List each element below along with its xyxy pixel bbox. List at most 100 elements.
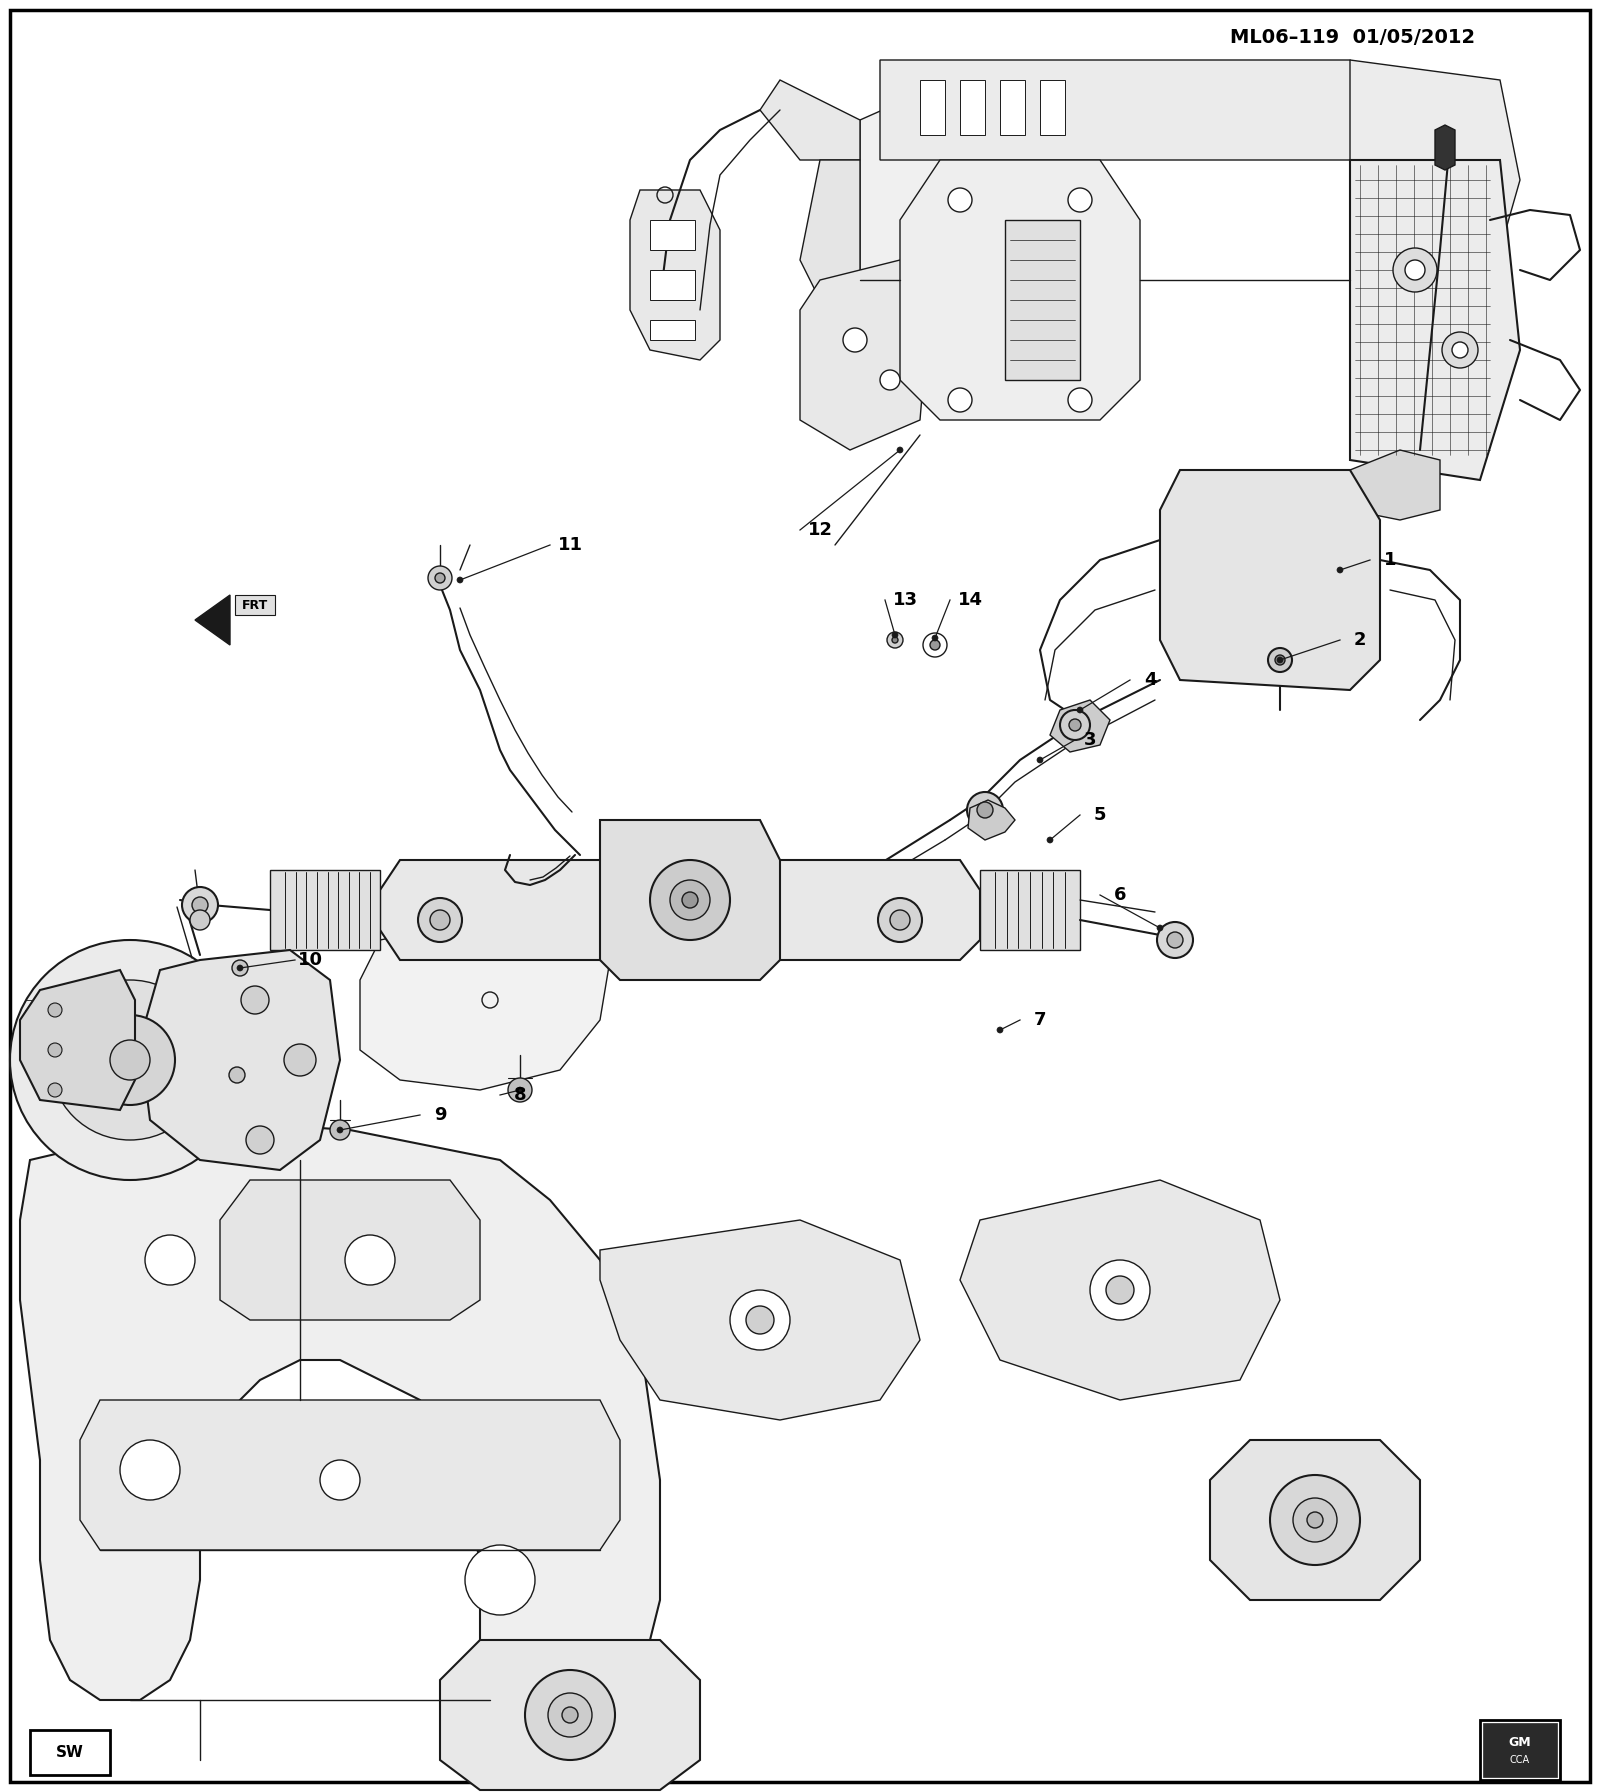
Text: ML06–119  01/05/2012: ML06–119 01/05/2012 bbox=[1230, 29, 1475, 47]
Circle shape bbox=[1442, 332, 1478, 367]
Polygon shape bbox=[968, 799, 1014, 840]
Text: 13: 13 bbox=[893, 591, 917, 609]
Circle shape bbox=[966, 792, 1003, 828]
Circle shape bbox=[1453, 342, 1469, 358]
Circle shape bbox=[878, 898, 922, 943]
Circle shape bbox=[430, 910, 450, 930]
Circle shape bbox=[110, 1039, 150, 1081]
Circle shape bbox=[947, 389, 973, 412]
Text: 7: 7 bbox=[1034, 1011, 1046, 1029]
Circle shape bbox=[48, 1004, 62, 1018]
Circle shape bbox=[458, 577, 462, 582]
Polygon shape bbox=[1350, 450, 1440, 520]
Circle shape bbox=[242, 986, 269, 1014]
Polygon shape bbox=[360, 919, 610, 1090]
Circle shape bbox=[1090, 1260, 1150, 1321]
Polygon shape bbox=[1350, 159, 1520, 480]
Text: 8: 8 bbox=[514, 1086, 526, 1104]
Circle shape bbox=[10, 941, 250, 1179]
Circle shape bbox=[1077, 708, 1083, 713]
Circle shape bbox=[886, 633, 902, 649]
Circle shape bbox=[229, 1066, 245, 1082]
Circle shape bbox=[50, 980, 210, 1140]
Circle shape bbox=[893, 633, 898, 638]
Circle shape bbox=[1275, 656, 1285, 665]
Polygon shape bbox=[195, 595, 230, 645]
Circle shape bbox=[232, 961, 248, 977]
Circle shape bbox=[1069, 719, 1082, 731]
Circle shape bbox=[893, 636, 898, 643]
Circle shape bbox=[746, 1306, 774, 1333]
Bar bbox=[650, 220, 694, 251]
Circle shape bbox=[1277, 658, 1283, 663]
Circle shape bbox=[330, 1120, 350, 1140]
Circle shape bbox=[1405, 260, 1426, 280]
Polygon shape bbox=[899, 159, 1139, 419]
Circle shape bbox=[1037, 756, 1043, 763]
Circle shape bbox=[182, 887, 218, 923]
Polygon shape bbox=[1435, 125, 1454, 170]
Circle shape bbox=[192, 898, 208, 912]
Text: 6: 6 bbox=[1114, 885, 1126, 903]
Circle shape bbox=[547, 1693, 592, 1736]
Circle shape bbox=[1069, 188, 1091, 211]
Polygon shape bbox=[80, 1400, 621, 1550]
Circle shape bbox=[146, 1235, 195, 1285]
Circle shape bbox=[650, 860, 730, 941]
Polygon shape bbox=[141, 950, 341, 1170]
Circle shape bbox=[85, 1014, 174, 1106]
Circle shape bbox=[1270, 1475, 1360, 1564]
Circle shape bbox=[1157, 923, 1194, 959]
Text: 1: 1 bbox=[1384, 550, 1397, 570]
Circle shape bbox=[930, 640, 941, 650]
Polygon shape bbox=[21, 1120, 661, 1751]
Polygon shape bbox=[960, 1179, 1280, 1400]
Text: 9: 9 bbox=[434, 1106, 446, 1124]
Circle shape bbox=[429, 566, 453, 590]
Bar bbox=[1480, 1720, 1560, 1779]
Circle shape bbox=[1059, 710, 1090, 740]
Text: 12: 12 bbox=[808, 521, 832, 539]
Circle shape bbox=[246, 1125, 274, 1154]
Circle shape bbox=[978, 803, 994, 817]
Bar bbox=[960, 81, 986, 134]
Bar bbox=[1483, 1722, 1557, 1778]
Circle shape bbox=[1307, 1512, 1323, 1529]
Circle shape bbox=[1046, 837, 1053, 842]
Text: FRT: FRT bbox=[242, 599, 269, 611]
Circle shape bbox=[843, 328, 867, 351]
Circle shape bbox=[1106, 1276, 1134, 1305]
Polygon shape bbox=[1210, 1441, 1421, 1600]
Polygon shape bbox=[880, 59, 1379, 159]
Circle shape bbox=[1338, 566, 1342, 573]
Circle shape bbox=[320, 1460, 360, 1500]
Circle shape bbox=[525, 1670, 614, 1760]
Text: 11: 11 bbox=[557, 536, 582, 554]
Polygon shape bbox=[600, 821, 781, 980]
Text: 2: 2 bbox=[1354, 631, 1366, 649]
Text: 10: 10 bbox=[298, 952, 323, 969]
Polygon shape bbox=[861, 81, 1101, 299]
Circle shape bbox=[682, 892, 698, 909]
Bar bbox=[650, 271, 694, 299]
Circle shape bbox=[730, 1290, 790, 1349]
Circle shape bbox=[346, 1235, 395, 1285]
Circle shape bbox=[48, 1043, 62, 1057]
Polygon shape bbox=[979, 869, 1080, 950]
Circle shape bbox=[947, 188, 973, 211]
Circle shape bbox=[435, 573, 445, 582]
Circle shape bbox=[48, 1082, 62, 1097]
Circle shape bbox=[890, 910, 910, 930]
Circle shape bbox=[1157, 925, 1163, 932]
Circle shape bbox=[1069, 389, 1091, 412]
Text: 4: 4 bbox=[1144, 670, 1157, 688]
Polygon shape bbox=[1350, 59, 1520, 321]
Bar bbox=[1040, 81, 1066, 134]
Circle shape bbox=[931, 634, 938, 642]
Polygon shape bbox=[800, 260, 930, 450]
Polygon shape bbox=[21, 969, 134, 1109]
Text: GM: GM bbox=[1509, 1735, 1531, 1749]
Circle shape bbox=[1267, 649, 1293, 672]
Polygon shape bbox=[221, 1179, 480, 1321]
Circle shape bbox=[466, 1545, 534, 1615]
